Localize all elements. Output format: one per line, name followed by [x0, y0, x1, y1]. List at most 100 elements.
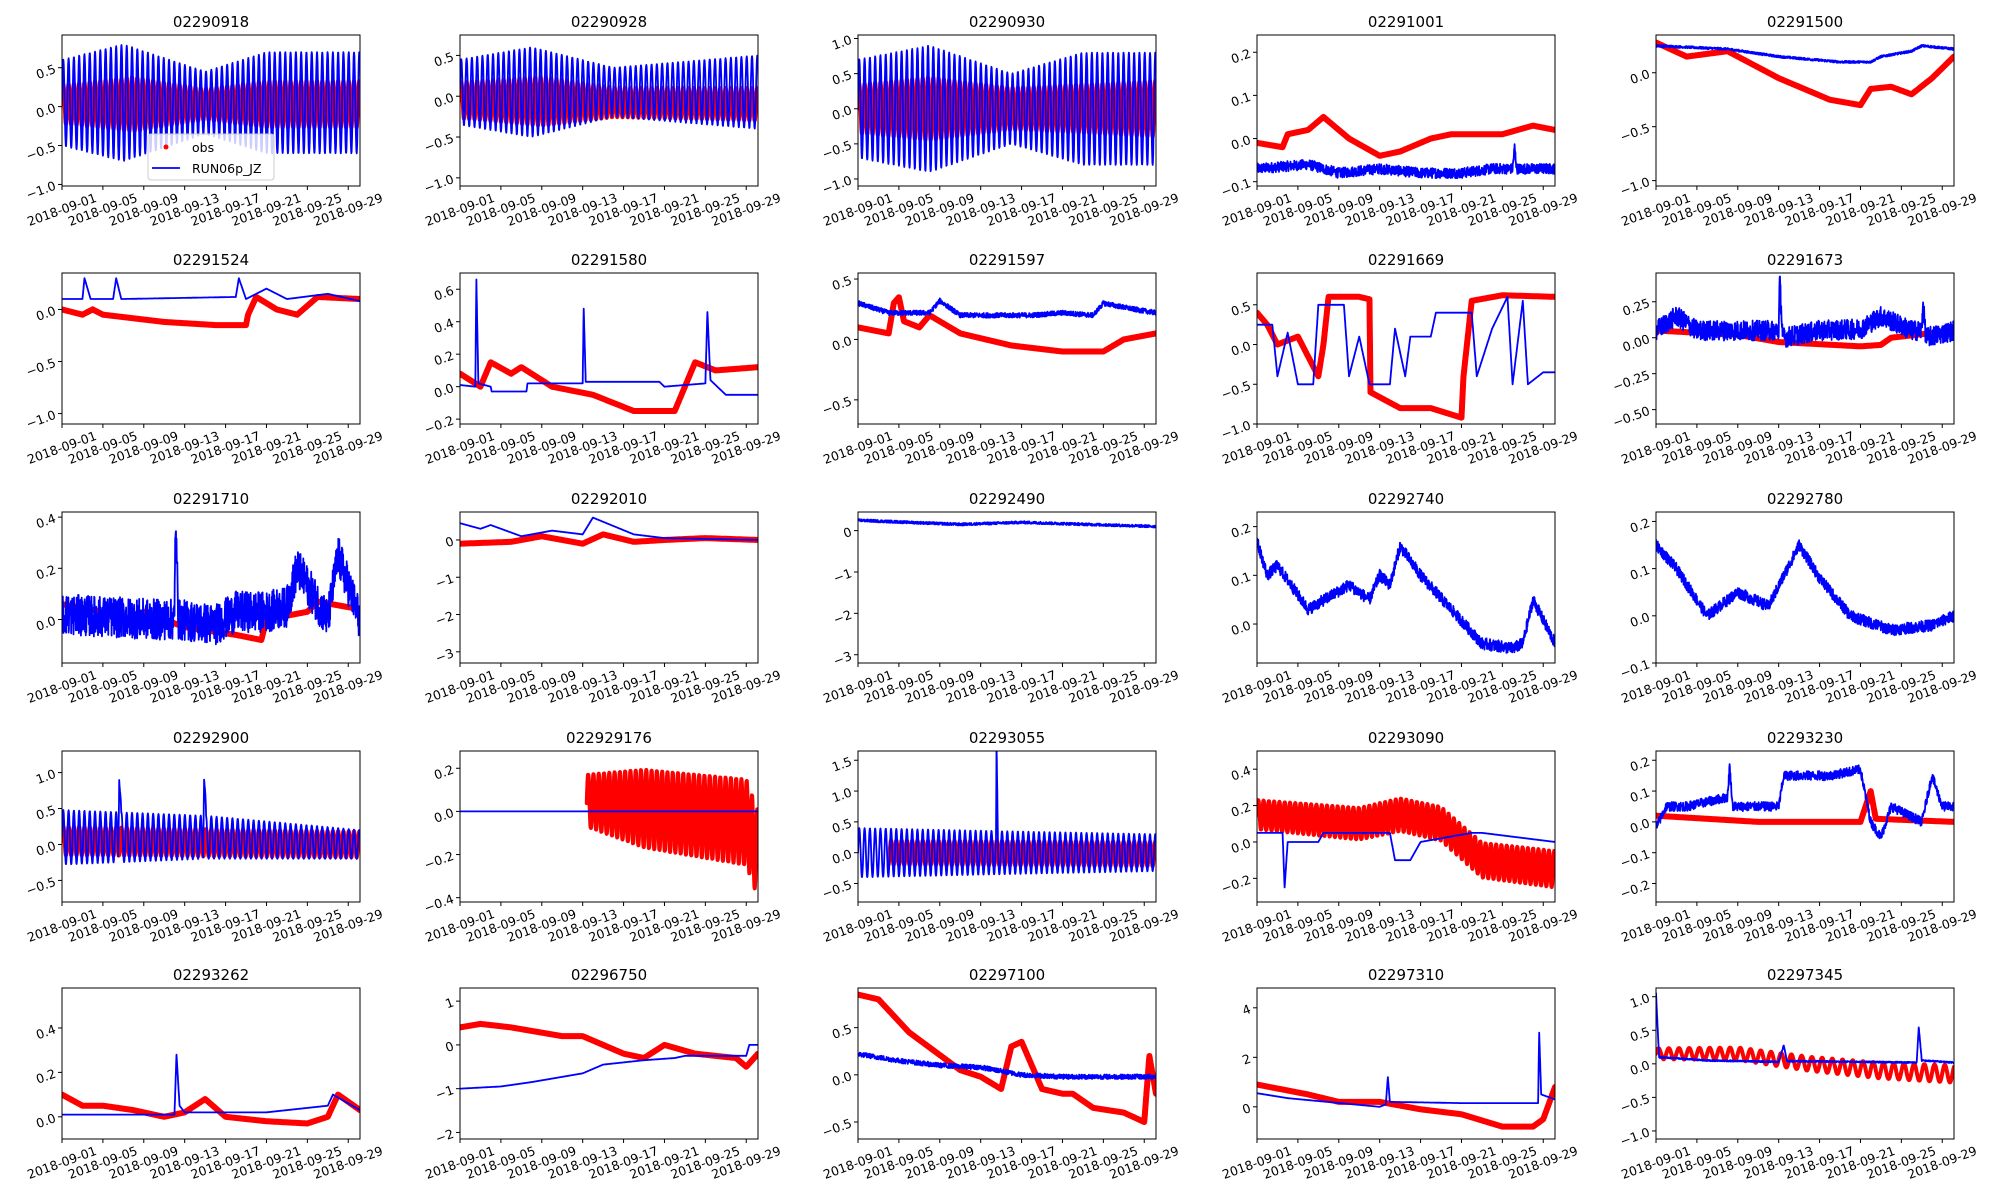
subplot-02297345: 022973452018-09-012018-09-052018-09-0920…: [1618, 966, 1979, 1182]
legend-obs-label: obs: [192, 140, 214, 155]
y-tick-label: 0.1: [1229, 569, 1253, 590]
y-tick-label: 0.0: [34, 1110, 58, 1131]
y-tick-label: −0.5: [820, 393, 854, 417]
y-tick-label: 0: [443, 533, 456, 550]
axes-frame: [1655, 272, 1955, 425]
y-tick-label: 0.0: [34, 838, 58, 859]
y-tick-label: 0.2: [1229, 520, 1253, 541]
y-tick-label: 1.0: [830, 32, 854, 53]
model-series: [460, 1044, 758, 1090]
model-series: [1656, 763, 1954, 840]
y-tick-label: −0.2: [1618, 877, 1652, 901]
y-tick-label: 0.2: [1229, 799, 1253, 820]
subplot-02293230: 022932302018-09-012018-09-052018-09-0920…: [1618, 729, 1979, 945]
model-series: [858, 518, 1156, 529]
y-tick-label: −0.5: [820, 877, 854, 901]
y-tick-label: −1: [433, 1082, 455, 1102]
subplot-02291001: 022910012018-09-012018-09-052018-09-0920…: [1219, 13, 1580, 229]
subplot-title: 02296750: [571, 966, 647, 984]
model-series: [460, 516, 758, 541]
axes-frame: [61, 750, 361, 903]
subplot-title: 022929176: [566, 729, 652, 747]
subplot-02296750: 022967502018-09-012018-09-052018-09-0920…: [423, 966, 783, 1182]
subplot-title: 02291524: [173, 251, 249, 269]
y-tick-label: −0.5: [1219, 378, 1253, 402]
legend-obs-marker: [163, 144, 169, 150]
y-tick-label: 0.5: [1628, 1024, 1652, 1045]
y-tick-label: −0.5: [1618, 120, 1652, 144]
axes-frame: [61, 987, 361, 1140]
y-tick-label: −0.1: [1618, 846, 1652, 870]
obs-series: [460, 1020, 758, 1070]
subplot-title: 02290930: [969, 13, 1045, 31]
axes-frame: [1655, 511, 1955, 664]
subplot-02293262: 022932622018-09-012018-09-052018-09-0920…: [25, 966, 385, 1182]
legend-model-label: RUN06p_JZ: [192, 161, 262, 176]
y-tick-label: 0.0: [830, 102, 854, 123]
y-tick-label: 0.6: [432, 283, 456, 304]
model-series: [1257, 832, 1555, 889]
y-tick-label: 0.4: [34, 1021, 58, 1042]
model-series: [460, 278, 758, 396]
legend: obs RUN06p_JZ: [147, 133, 275, 181]
model-series: [1656, 538, 1954, 636]
y-tick-label: 0.2: [1229, 46, 1253, 67]
y-tick-label: 0.4: [432, 315, 456, 336]
y-tick-label: −0.5: [24, 355, 58, 379]
subplot-02290918: 022909182018-09-012018-09-052018-09-0920…: [24, 13, 385, 229]
model-series: [460, 46, 758, 138]
y-tick-label: 0.0: [1229, 132, 1253, 153]
y-tick-label: 0.5: [830, 272, 854, 293]
y-tick-label: 0.0: [1628, 1057, 1652, 1078]
y-tick-label: 0.0: [432, 380, 456, 401]
y-tick-label: 1.0: [830, 784, 854, 805]
subplot-title: 02297100: [969, 966, 1045, 984]
subplot-02290928: 022909282018-09-012018-09-052018-09-0920…: [422, 13, 783, 229]
axes-frame: [857, 272, 1157, 425]
model-series: [1257, 537, 1555, 654]
y-tick-label: 4: [1240, 1001, 1253, 1018]
obs-series: [1656, 1045, 1954, 1085]
model-series: [62, 530, 360, 646]
subplot-title: 02297310: [1368, 966, 1444, 984]
subplot-title: 02292490: [969, 490, 1045, 508]
y-tick-label: 0.0: [1628, 609, 1652, 630]
model-series: [1257, 143, 1555, 180]
y-tick-label: −1.0: [24, 407, 58, 431]
y-tick-label: 1.0: [34, 766, 58, 787]
axes-frame: [1256, 750, 1556, 903]
subplot-02292490: 022924902018-09-012018-09-052018-09-0920…: [821, 490, 1181, 706]
y-tick-label: −1.0: [1219, 417, 1253, 441]
subplot-title: 02291669: [1368, 251, 1444, 269]
y-tick-label: 0.5: [34, 802, 58, 823]
y-tick-label: −0.25: [1611, 367, 1652, 394]
y-tick-label: −0.2: [422, 413, 456, 437]
axes-frame: [857, 750, 1157, 903]
axes-frame: [857, 34, 1157, 187]
y-tick-label: 0.2: [432, 762, 456, 783]
y-tick-label: −0.2: [1219, 872, 1253, 896]
y-tick-label: −0.5: [24, 139, 58, 163]
y-tick-label: 0.2: [1628, 515, 1652, 536]
model-series: [1257, 295, 1555, 386]
y-tick-label: 0.2: [432, 348, 456, 369]
obs-series: [584, 768, 758, 891]
y-tick-label: 0: [1240, 1100, 1253, 1117]
model-series: [858, 44, 1156, 173]
y-tick-label: 0.0: [34, 613, 58, 634]
y-tick-label: 0.0: [34, 303, 58, 324]
y-tick-label: 0.5: [830, 1021, 854, 1042]
subplot-02291500: 022915002018-09-012018-09-052018-09-0920…: [1618, 13, 1979, 229]
model-series: [62, 277, 360, 302]
model-series: [1257, 1031, 1555, 1108]
y-tick-label: 0.5: [432, 49, 456, 70]
y-tick-label: 0.0: [34, 100, 58, 121]
subplot-02291710: 022917102018-09-012018-09-052018-09-0920…: [25, 490, 385, 706]
y-tick-label: −0.50: [1611, 403, 1652, 430]
y-tick-label: 1.0: [1628, 990, 1652, 1011]
axes-frame: [1256, 272, 1556, 425]
y-tick-label: 0.5: [830, 67, 854, 88]
subplot-02291669: 022916692018-09-012018-09-052018-09-0920…: [1219, 251, 1580, 467]
axes-frame: [459, 511, 759, 664]
